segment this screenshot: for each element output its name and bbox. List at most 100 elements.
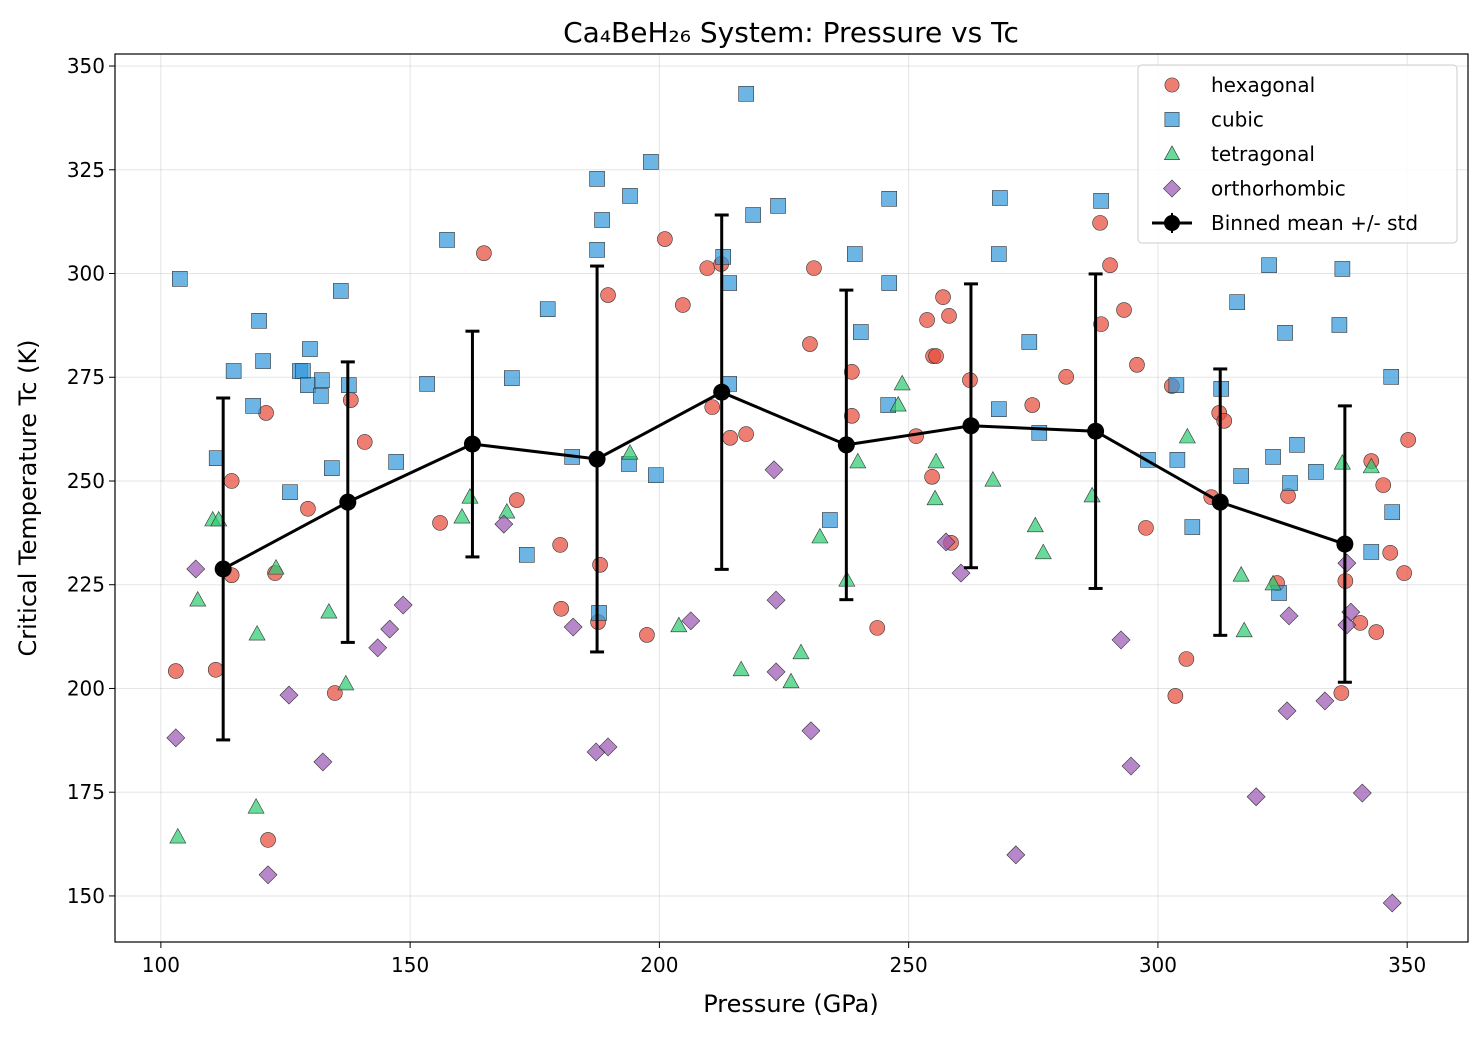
cubic-point (745, 207, 761, 223)
tetragonal-point (927, 452, 945, 469)
cubic-point (622, 188, 638, 204)
cubic-point (852, 324, 869, 340)
hexagonal-point (476, 245, 492, 261)
cubic-point (847, 246, 863, 262)
cubic-point (721, 275, 737, 291)
hexagonal-point (1352, 615, 1369, 631)
cubic-point (245, 398, 261, 414)
tetragonal-point (337, 674, 355, 691)
tetragonal-point (1083, 486, 1101, 503)
binned-mean-point (339, 493, 357, 511)
legend-label: hexagonal (1211, 73, 1315, 97)
orthorhombic-point (681, 611, 701, 631)
cubic-point (518, 547, 535, 563)
tetragonal-point (621, 444, 639, 460)
hexagonal-point (1368, 624, 1385, 640)
legend-label: Binned mean +/- std (1211, 211, 1418, 235)
hexagonal-point (343, 392, 359, 408)
hexagonal-point (1102, 257, 1118, 274)
hexagonal-point (1333, 685, 1350, 701)
tetragonal-point (811, 527, 829, 544)
hexagonal-point (1092, 215, 1108, 231)
hexagonal-point (675, 297, 691, 313)
hexagonal-point (356, 434, 373, 450)
hexagonal-point (806, 260, 822, 276)
hexagonal-point (600, 287, 616, 303)
orthorhombic-point (494, 514, 514, 534)
cubic-point (313, 388, 329, 404)
tetragonal-point (267, 559, 285, 575)
tetragonal-point (1178, 427, 1196, 444)
cubic-point (1277, 325, 1293, 341)
orthorhombic-point (1382, 893, 1402, 913)
hexagonal-point (941, 308, 957, 324)
cubic-point (1233, 468, 1249, 484)
cubic-point (1334, 261, 1351, 277)
tetragonal-point (247, 798, 265, 814)
binned-mean-point (837, 436, 855, 454)
tetragonal-point (1232, 566, 1250, 582)
orthorhombic-point (801, 721, 821, 741)
legend: hexagonal cubic tetragonal orthorhombic Binn… (1137, 64, 1458, 244)
cubic-point (1363, 544, 1380, 560)
binned-mean-point (214, 560, 232, 578)
hexagonal-point (432, 515, 448, 531)
orthorhombic-point (1277, 701, 1297, 721)
cubic-point (255, 353, 271, 369)
binned-mean-point (713, 383, 731, 401)
hexagonal-point (1396, 565, 1412, 581)
tetragonal-point (1026, 516, 1044, 533)
hexagonal-point (1116, 302, 1132, 318)
cubic-point (388, 454, 404, 470)
cubic-point (1021, 334, 1038, 350)
hexagonal-point (844, 364, 860, 380)
orthorhombic-point (166, 728, 186, 748)
hexagonal-point (1375, 477, 1392, 493)
hexagonal-point (1167, 688, 1184, 704)
legend-box (1137, 64, 1458, 244)
x-tick-label: 100 (142, 953, 180, 977)
cubic-point (439, 232, 455, 248)
cubic-point (881, 275, 898, 291)
tetragonal-point (453, 507, 471, 524)
cubic-point (282, 484, 298, 500)
cubic-point (333, 283, 349, 299)
tetragonal-point (782, 672, 800, 689)
y-tick-label: 200 (67, 676, 105, 700)
tetragonal-point (1362, 457, 1380, 474)
x-tick-label: 150 (391, 953, 429, 977)
x-tick-label: 350 (1388, 953, 1426, 977)
orthorhombic-point (393, 595, 413, 615)
hexagonal-point (592, 557, 608, 573)
y-tick-label: 275 (67, 365, 105, 389)
hexagonal-point (552, 537, 568, 553)
cubic-point (314, 372, 330, 388)
y-tick-label: 300 (67, 262, 105, 286)
cubic-point (1184, 519, 1201, 535)
orthorhombic-point (1315, 691, 1335, 711)
hexagonal-point (168, 663, 184, 679)
cubic-point (591, 605, 607, 621)
cubic-point (1093, 193, 1109, 209)
hexagonal-point (300, 500, 316, 517)
cubic-point (225, 363, 242, 379)
tetragonal-point (169, 827, 187, 844)
orthorhombic-point (186, 559, 206, 579)
orthorhombic-point (936, 532, 956, 552)
binned-mean-point (962, 417, 980, 435)
x-tick-label: 250 (890, 953, 928, 977)
cubic-point (1229, 294, 1245, 310)
orthorhombic-point (368, 638, 388, 658)
orthorhombic-point (1337, 553, 1357, 573)
legend-marker-binned (1164, 215, 1180, 231)
tetragonal-point (893, 374, 911, 391)
legend-marker-hexagonal (1164, 77, 1180, 93)
x-axis-label: Pressure (GPa) (703, 990, 879, 1018)
tetragonal-point (1333, 454, 1351, 470)
tetragonal-point (889, 395, 907, 412)
orthorhombic-point (598, 737, 618, 757)
hexagonal-point (722, 430, 738, 446)
y-tick-label: 350 (67, 54, 105, 78)
y-tick-label: 325 (67, 158, 105, 182)
binned-mean-point (463, 435, 481, 453)
